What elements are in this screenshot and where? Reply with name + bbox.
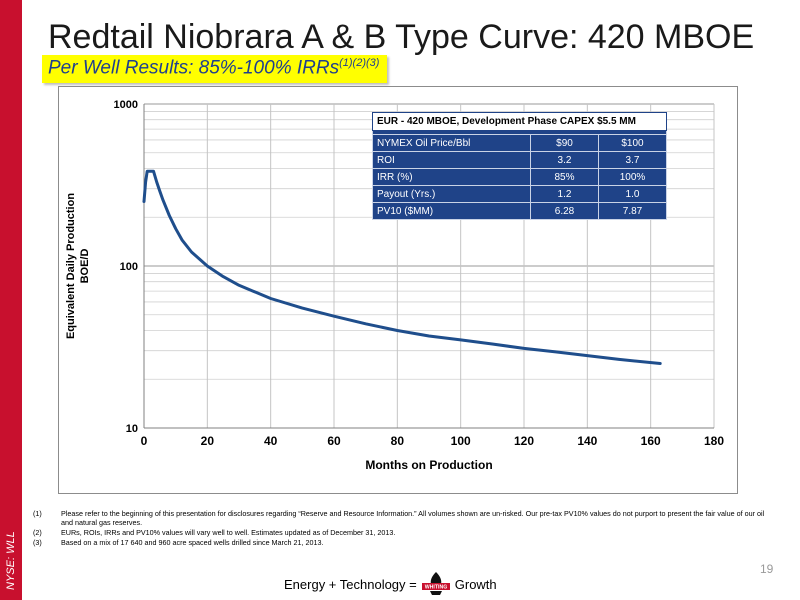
- row-label: ROI: [372, 151, 531, 169]
- y-tick-label: 10: [126, 423, 138, 435]
- row-value: $90: [530, 134, 599, 152]
- subtitle-text: Per Well Results: 85%-100% IRRs: [48, 57, 340, 79]
- row-value: 7.87: [598, 202, 667, 220]
- row-value: 1.0: [598, 185, 667, 203]
- x-axis-label: Months on Production: [365, 458, 492, 472]
- x-tick-label: 180: [704, 434, 724, 448]
- footnote-number: (3): [33, 538, 42, 547]
- footnote: (3) Based on a mix of 17 640 and 960 acre…: [33, 538, 773, 547]
- table-row: PV10 ($MM) 6.28 7.87: [372, 202, 667, 220]
- logo-text: WHITING: [425, 585, 447, 591]
- table-row: NYMEX Oil Price/Bbl $90 $100: [372, 134, 667, 152]
- tagline: Energy + Technology = WHITING Growth: [284, 571, 497, 597]
- footnote: (2) EURs, ROIs, IRRs and PV10% values wil…: [33, 528, 773, 537]
- x-tick-label: 0: [141, 434, 148, 448]
- y-axis-label: BOE/D: [79, 249, 91, 284]
- table-row: Payout (Yrs.) 1.2 1.0: [372, 185, 667, 203]
- row-label: IRR (%): [372, 168, 531, 186]
- table-header-row: EUR - 420 MBOE, Development Phase CAPEX …: [372, 112, 667, 131]
- row-value: $100: [598, 134, 667, 152]
- subtitle-callout: Per Well Results: 85%-100% IRRs(1)(2)(3): [42, 55, 388, 83]
- page-number: 19: [760, 562, 774, 576]
- row-label: NYMEX Oil Price/Bbl: [372, 134, 531, 152]
- footnotes: (1) Please refer to the beginning of this…: [33, 509, 773, 548]
- footnote-number: (1): [33, 509, 42, 518]
- row-value: 3.2: [530, 151, 599, 169]
- footnote-text: EURs, ROIs, IRRs and PV10% values will v…: [61, 528, 396, 537]
- row-label: Payout (Yrs.): [372, 185, 531, 203]
- page-title: Redtail Niobrara A & B Type Curve: 420 M…: [48, 18, 755, 56]
- row-value: 85%: [530, 168, 599, 186]
- table-header: EUR - 420 MBOE, Development Phase CAPEX …: [372, 112, 667, 131]
- row-value: 100%: [598, 168, 667, 186]
- row-value: 3.7: [598, 151, 667, 169]
- x-tick-label: 140: [577, 434, 597, 448]
- y-axis-label: Equivalent Daily Production: [65, 193, 77, 339]
- row-label: PV10 ($MM): [372, 202, 531, 220]
- footnote-number: (2): [33, 528, 42, 537]
- footnote-text: Based on a mix of 17 640 and 960 acre sp…: [61, 538, 324, 547]
- x-tick-label: 160: [641, 434, 661, 448]
- x-tick-label: 100: [451, 434, 471, 448]
- tagline-right: Growth: [454, 576, 497, 592]
- ticker-label: NYSE: WLL: [5, 531, 17, 590]
- x-tick-label: 80: [391, 434, 405, 448]
- row-value: 1.2: [530, 185, 599, 203]
- tagline-left: Energy + Technology =: [284, 576, 417, 592]
- x-tick-label: 20: [201, 434, 215, 448]
- x-tick-label: 60: [327, 434, 341, 448]
- economics-table: EUR - 420 MBOE, Development Phase CAPEX …: [372, 112, 667, 220]
- type-curve-line: [142, 169, 662, 365]
- footnote: (1) Please refer to the beginning of this…: [33, 509, 773, 527]
- table-row: ROI 3.2 3.7: [372, 151, 667, 169]
- whiting-logo: WHITING: [420, 571, 452, 597]
- x-tick-label: 40: [264, 434, 278, 448]
- row-value: 6.28: [530, 202, 599, 220]
- side-accent-bar: NYSE: WLL: [0, 0, 22, 600]
- footnote-text: Please refer to the beginning of this pr…: [61, 509, 765, 527]
- y-tick-label: 1000: [114, 99, 138, 111]
- y-tick-label: 100: [120, 261, 138, 273]
- x-tick-label: 120: [514, 434, 534, 448]
- subtitle-footnote-refs: (1)(2)(3): [339, 57, 380, 69]
- table-row: IRR (%) 85% 100%: [372, 168, 667, 186]
